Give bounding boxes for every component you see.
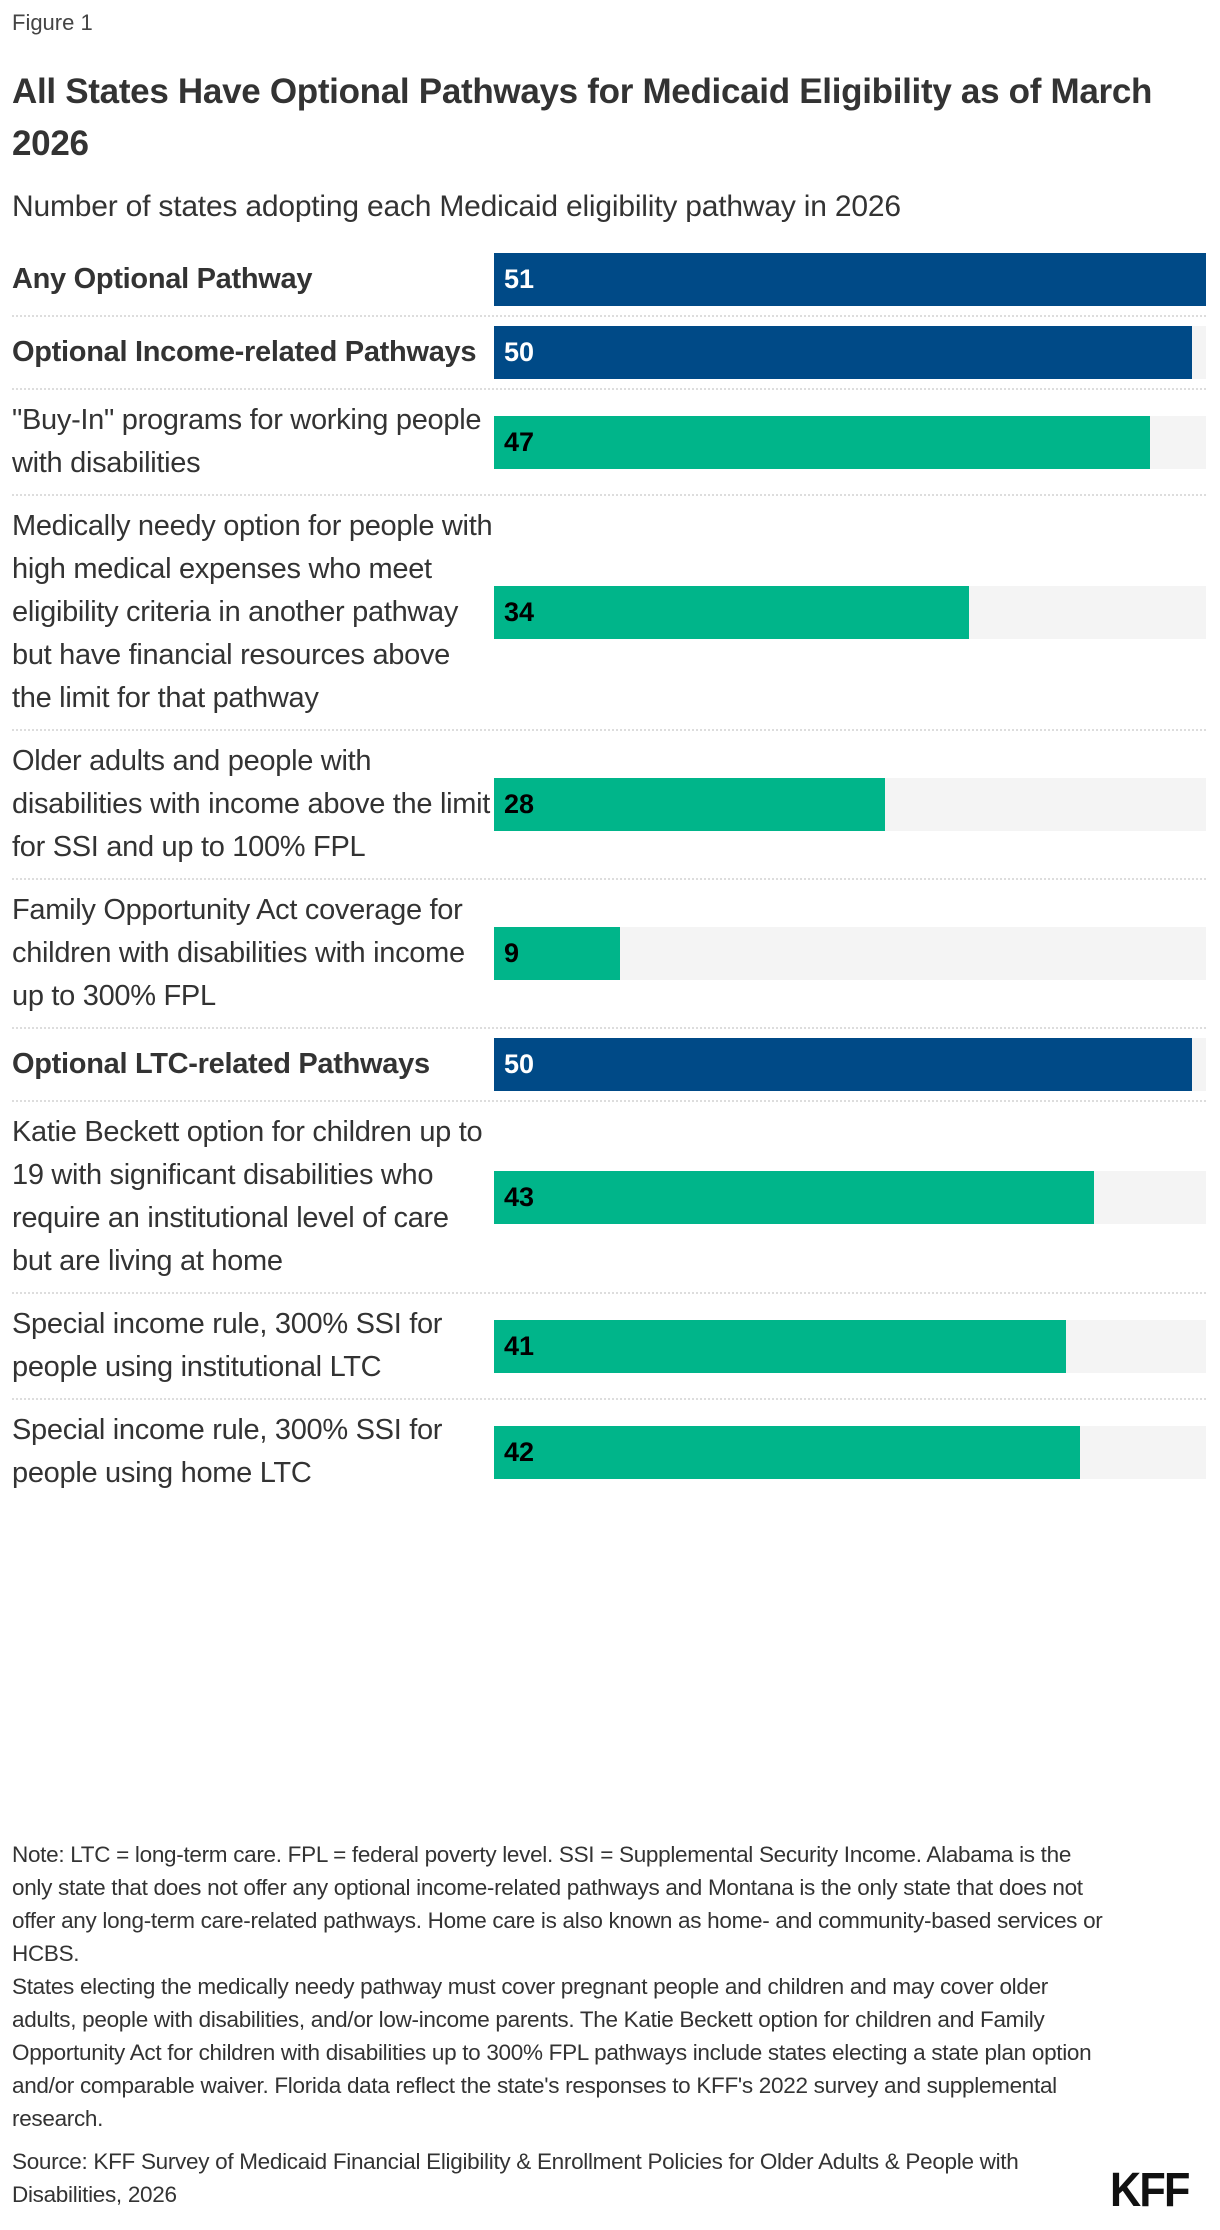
notes: Note: LTC = long-term care. FPL = federa… — [12, 1838, 1112, 2135]
bar — [494, 1425, 1081, 1479]
data-label: 51 — [504, 264, 535, 294]
data-label: 28 — [504, 789, 535, 819]
bar-track: 51 — [494, 253, 1206, 306]
chart-row: Optional Income-related Pathways 50 — [12, 317, 1206, 390]
bar-track: 42 — [494, 1425, 1206, 1479]
bar — [494, 586, 969, 639]
category-label: Older adults and people with disabilitie… — [12, 745, 490, 863]
bar-track: 41 — [494, 1319, 1206, 1373]
bar-track: 43 — [494, 1170, 1206, 1224]
bar-track: 34 — [494, 586, 1206, 639]
figure-label: Figure 1 — [12, 10, 93, 35]
category-label: Special income rule, 300% SSI for people… — [12, 1414, 443, 1489]
data-label: 47 — [504, 426, 535, 457]
category-label: "Buy-In" programs for working people wit… — [12, 404, 482, 479]
note-paragraph: States electing the medically needy path… — [12, 1974, 1092, 2131]
source-text: Source: KFF Survey of Medicaid Financial… — [12, 2149, 1019, 2207]
data-label: 42 — [504, 1436, 535, 1467]
note-paragraph: Note: LTC = long-term care. FPL = federa… — [12, 1842, 1103, 1966]
category-label: Optional LTC-related Pathways — [12, 1048, 430, 1080]
category-label: Any Optional Pathway — [12, 263, 313, 295]
bar — [494, 778, 885, 831]
chart-row: "Buy-In" programs for working people wit… — [12, 390, 1206, 496]
bar — [494, 326, 1193, 379]
bar — [494, 1319, 1067, 1373]
data-label: 34 — [504, 597, 535, 627]
bar — [494, 415, 1151, 469]
category-label: Katie Beckett option for children up to … — [12, 1116, 483, 1277]
bar-track: 50 — [494, 1038, 1206, 1091]
data-label: 41 — [504, 1330, 535, 1361]
data-label: 50 — [504, 337, 535, 367]
category-label: Family Opportunity Act coverage for chil… — [12, 894, 465, 1012]
data-label: 9 — [504, 938, 520, 968]
chart-subtitle: Number of states adopting each Medicaid … — [12, 190, 901, 223]
bar-chart: Any Optional Pathway 51 Optional Income-re… — [12, 244, 1206, 1504]
chart-row: Katie Beckett option for children up to … — [12, 1102, 1206, 1294]
category-label: Special income rule, 300% SSI for people… — [12, 1308, 443, 1383]
bar-track: 47 — [494, 415, 1206, 469]
bar-track: 9 — [494, 927, 1206, 980]
chart-row: Special income rule, 300% SSI for people… — [12, 1400, 1206, 1504]
data-label: 50 — [504, 1049, 535, 1079]
bar — [494, 253, 1206, 306]
bar — [494, 1170, 1095, 1224]
chart-row: Optional LTC-related Pathways 50 — [12, 1029, 1206, 1102]
bar — [494, 1038, 1193, 1091]
chart-title: All States Have Optional Pathways for Me… — [12, 72, 1153, 163]
bar-track: 28 — [494, 778, 1206, 831]
chart-row: Special income rule, 300% SSI for people… — [12, 1294, 1206, 1400]
kff-logo: KFF — [1110, 2164, 1190, 2217]
bar — [494, 927, 620, 980]
chart-row: Any Optional Pathway 51 — [12, 244, 1206, 317]
data-label: 43 — [504, 1181, 535, 1212]
bar-track: 50 — [494, 326, 1206, 379]
category-label: Medically needy option for people with h… — [12, 510, 493, 714]
category-label: Optional Income-related Pathways — [12, 336, 477, 368]
chart-row: Older adults and people with disabilitie… — [12, 731, 1206, 880]
chart-row: Medically needy option for people with h… — [12, 496, 1206, 731]
chart-row: Family Opportunity Act coverage for chil… — [12, 880, 1206, 1029]
